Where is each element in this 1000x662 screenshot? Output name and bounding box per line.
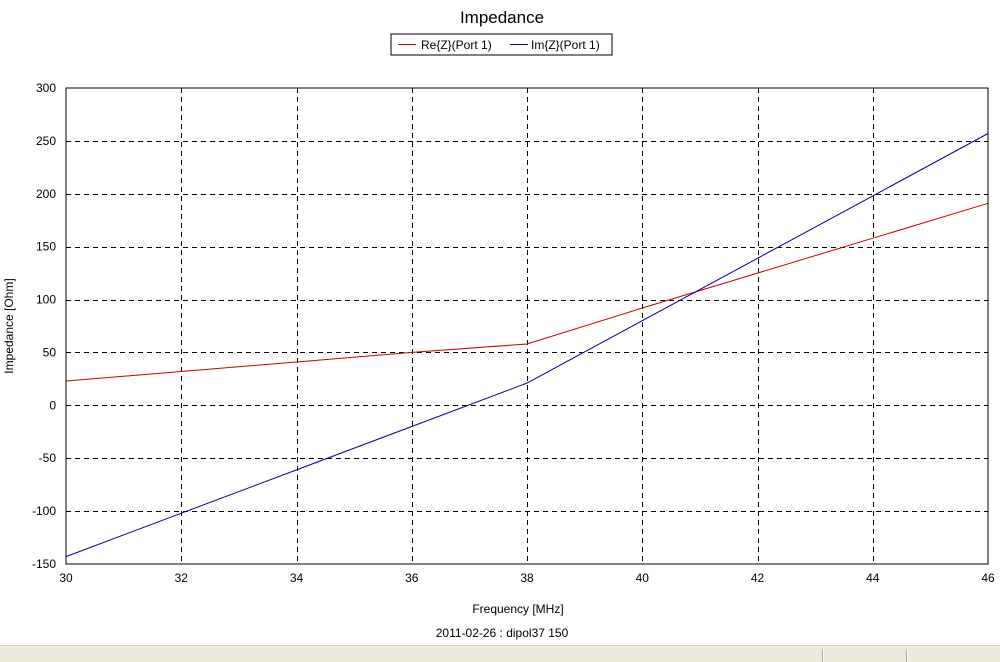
legend: Re{Z}(Port 1) Im{Z}(Port 1) — [390, 33, 613, 56]
legend-label-re: Re{Z}(Port 1) — [421, 38, 492, 52]
x-tick-label: 38 — [520, 571, 534, 585]
series — [65, 133, 989, 558]
x-tick-label: 34 — [290, 571, 304, 585]
series-line-re — [65, 202, 989, 382]
y-tick-label: 250 — [36, 134, 56, 148]
x-tick-label: 46 — [981, 571, 995, 585]
y-tick-label: -150 — [32, 557, 56, 571]
chart-caption: 2011-02-26 : dipol37 150 — [436, 626, 569, 640]
x-tick-label: 44 — [866, 571, 880, 585]
status-separator — [822, 649, 823, 662]
grid — [66, 88, 988, 564]
x-tick-label: 32 — [175, 571, 189, 585]
y-tick-label: -100 — [32, 504, 56, 518]
x-tick-label: 42 — [751, 571, 765, 585]
x-tick-label: 36 — [405, 571, 419, 585]
status-separator — [906, 649, 907, 662]
legend-label-im: Im{Z}(Port 1) — [531, 38, 600, 52]
series-line-im — [65, 133, 989, 558]
tick-labels: 30 32 34 36 38 40 42 44 46 -150 -100 -50 0 50 100 150 20… — [32, 81, 995, 585]
y-tick-label: 50 — [43, 345, 57, 359]
y-tick-label: 100 — [36, 293, 56, 307]
status-bar — [0, 645, 1000, 662]
chart-title: Impedance — [460, 8, 544, 27]
y-axis-label: Impedance [Ohm] — [2, 278, 16, 373]
y-tick-label: 150 — [36, 240, 56, 254]
y-tick-label: 0 — [49, 398, 56, 412]
x-tick-label: 40 — [636, 571, 650, 585]
y-tick-label: 200 — [36, 187, 56, 201]
y-tick-label: 300 — [36, 81, 56, 95]
y-tick-label: -50 — [39, 451, 57, 465]
x-tick-label: 30 — [59, 571, 73, 585]
x-axis-label: Frequency [MHz] — [472, 602, 563, 616]
legend-box — [390, 33, 613, 56]
